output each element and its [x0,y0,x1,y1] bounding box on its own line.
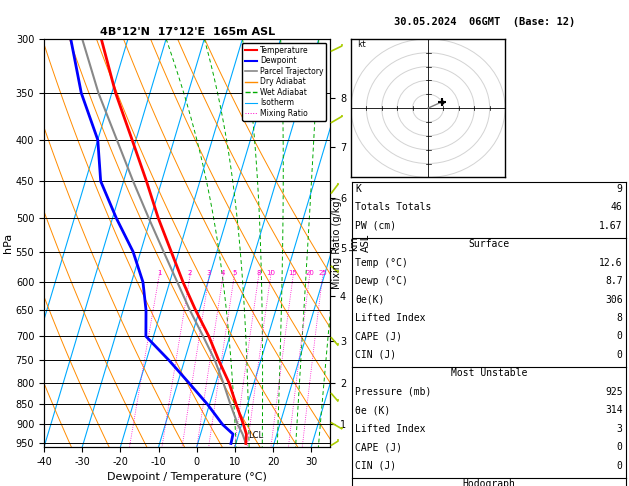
Text: LCL: LCL [248,432,263,440]
Text: CAPE (J): CAPE (J) [355,442,403,452]
Text: •: • [336,269,340,275]
Text: θe(K): θe(K) [355,295,385,305]
Text: 306: 306 [605,295,623,305]
Text: CIN (J): CIN (J) [355,350,396,360]
Text: 0: 0 [617,461,623,471]
Y-axis label: km
ASL: km ASL [349,234,370,252]
Text: θe (K): θe (K) [355,405,391,416]
Text: PW (cm): PW (cm) [355,221,396,231]
Text: •: • [336,342,340,348]
Text: 10: 10 [266,270,275,276]
Text: •: • [336,398,340,404]
Text: 2: 2 [187,270,192,276]
Text: 30.05.2024  06GMT  (Base: 12): 30.05.2024 06GMT (Base: 12) [394,17,575,27]
Title: 4B°12'N  17°12'E  165m ASL: 4B°12'N 17°12'E 165m ASL [99,27,275,37]
Text: 925: 925 [605,387,623,397]
Text: 0: 0 [617,350,623,360]
Text: Lifted Index: Lifted Index [355,313,426,323]
Text: •: • [336,438,340,444]
Text: Dewp (°C): Dewp (°C) [355,276,408,286]
Text: Lifted Index: Lifted Index [355,424,426,434]
Text: 0: 0 [617,442,623,452]
Text: 1: 1 [157,270,161,276]
Text: 3: 3 [617,424,623,434]
Text: 20: 20 [305,270,314,276]
Text: Totals Totals: Totals Totals [355,202,431,212]
Text: 8: 8 [617,313,623,323]
Y-axis label: hPa: hPa [3,233,13,253]
Text: 1.67: 1.67 [599,221,623,231]
Text: •: • [340,426,343,432]
Text: •: • [336,182,340,188]
Text: 8.7: 8.7 [605,276,623,286]
Text: 8: 8 [257,270,261,276]
Text: Most Unstable: Most Unstable [451,368,527,379]
Text: kt: kt [357,40,367,49]
Text: K: K [355,184,361,194]
Text: 25: 25 [318,270,327,276]
Text: 3: 3 [207,270,211,276]
Text: 9: 9 [617,184,623,194]
Text: 15: 15 [289,270,298,276]
Text: Surface: Surface [469,239,509,249]
Text: CAPE (J): CAPE (J) [355,331,403,342]
Text: •: • [340,114,343,120]
Text: Temp (°C): Temp (°C) [355,258,408,268]
Text: 5: 5 [232,270,237,276]
Text: 4: 4 [221,270,225,276]
Text: 12.6: 12.6 [599,258,623,268]
Text: •: • [340,43,343,49]
X-axis label: Dewpoint / Temperature (°C): Dewpoint / Temperature (°C) [107,472,267,483]
Text: 0: 0 [617,331,623,342]
Text: CIN (J): CIN (J) [355,461,396,471]
Legend: Temperature, Dewpoint, Parcel Trajectory, Dry Adiabat, Wet Adiabat, Isotherm, Mi: Temperature, Dewpoint, Parcel Trajectory… [242,43,326,121]
Text: Pressure (mb): Pressure (mb) [355,387,431,397]
Text: Mixing Ratio (g/kg): Mixing Ratio (g/kg) [331,197,342,289]
Text: 314: 314 [605,405,623,416]
Text: Hodograph: Hodograph [462,479,516,486]
Text: 46: 46 [611,202,623,212]
